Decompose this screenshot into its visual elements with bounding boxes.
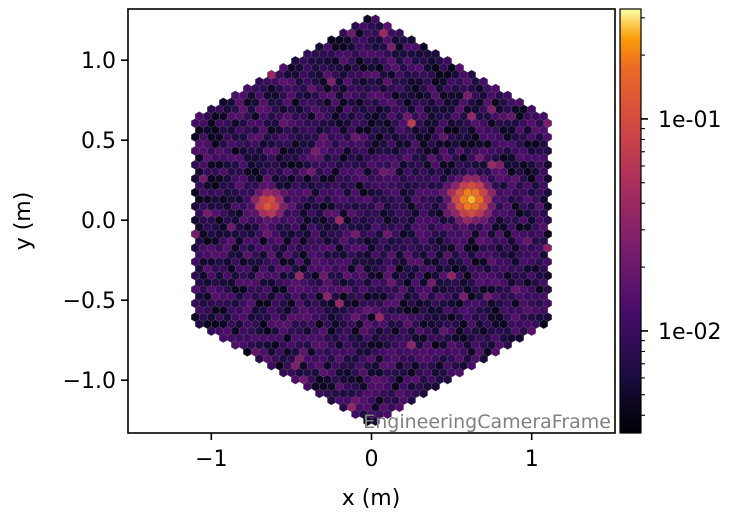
camera-pixel xyxy=(515,97,524,108)
camera-pixels xyxy=(191,14,552,426)
camera-pixel xyxy=(371,14,380,25)
y-tick-label: 0.0 xyxy=(81,209,116,234)
camera-pixel xyxy=(407,35,416,45)
camera-pixel xyxy=(431,49,440,59)
y-axis-label: y (m) xyxy=(11,192,36,251)
x-axis-label: x (m) xyxy=(342,486,401,511)
y-tick-label: −1.0 xyxy=(63,369,116,394)
y-tick-label: −0.5 xyxy=(63,289,116,314)
camera-pixel xyxy=(503,90,512,101)
x-tick-label: −1 xyxy=(195,447,227,472)
camera-pixel xyxy=(443,56,452,66)
colorbar-tick-label: 1e-02 xyxy=(658,320,721,345)
x-tick-label: 1 xyxy=(525,447,539,472)
y-axis: 1.0 0.5 0.0 −0.5 −1.0 xyxy=(63,49,128,394)
camera-pixel xyxy=(479,76,488,87)
camera-pixel xyxy=(455,62,464,73)
camera-pixel xyxy=(491,83,500,94)
y-tick-label: 0.5 xyxy=(81,129,116,154)
camera-pixel xyxy=(419,42,428,52)
x-tick-label: 0 xyxy=(365,447,379,472)
camera-frame-label: EngineeringCameraFrame xyxy=(363,411,611,433)
camera-pixel xyxy=(539,111,548,122)
colorbar xyxy=(619,8,642,434)
camera-pixel xyxy=(527,104,536,115)
x-axis: −1 0 1 xyxy=(195,433,539,472)
colorbar-axis: 1e-01 1e-02 xyxy=(641,17,721,416)
camera-pixel xyxy=(383,21,392,32)
colorbar-tick-label: 1e-01 xyxy=(658,108,721,133)
camera-pixel xyxy=(467,69,476,80)
camera-pixel xyxy=(395,28,404,38)
y-tick-label: 1.0 xyxy=(81,49,116,74)
